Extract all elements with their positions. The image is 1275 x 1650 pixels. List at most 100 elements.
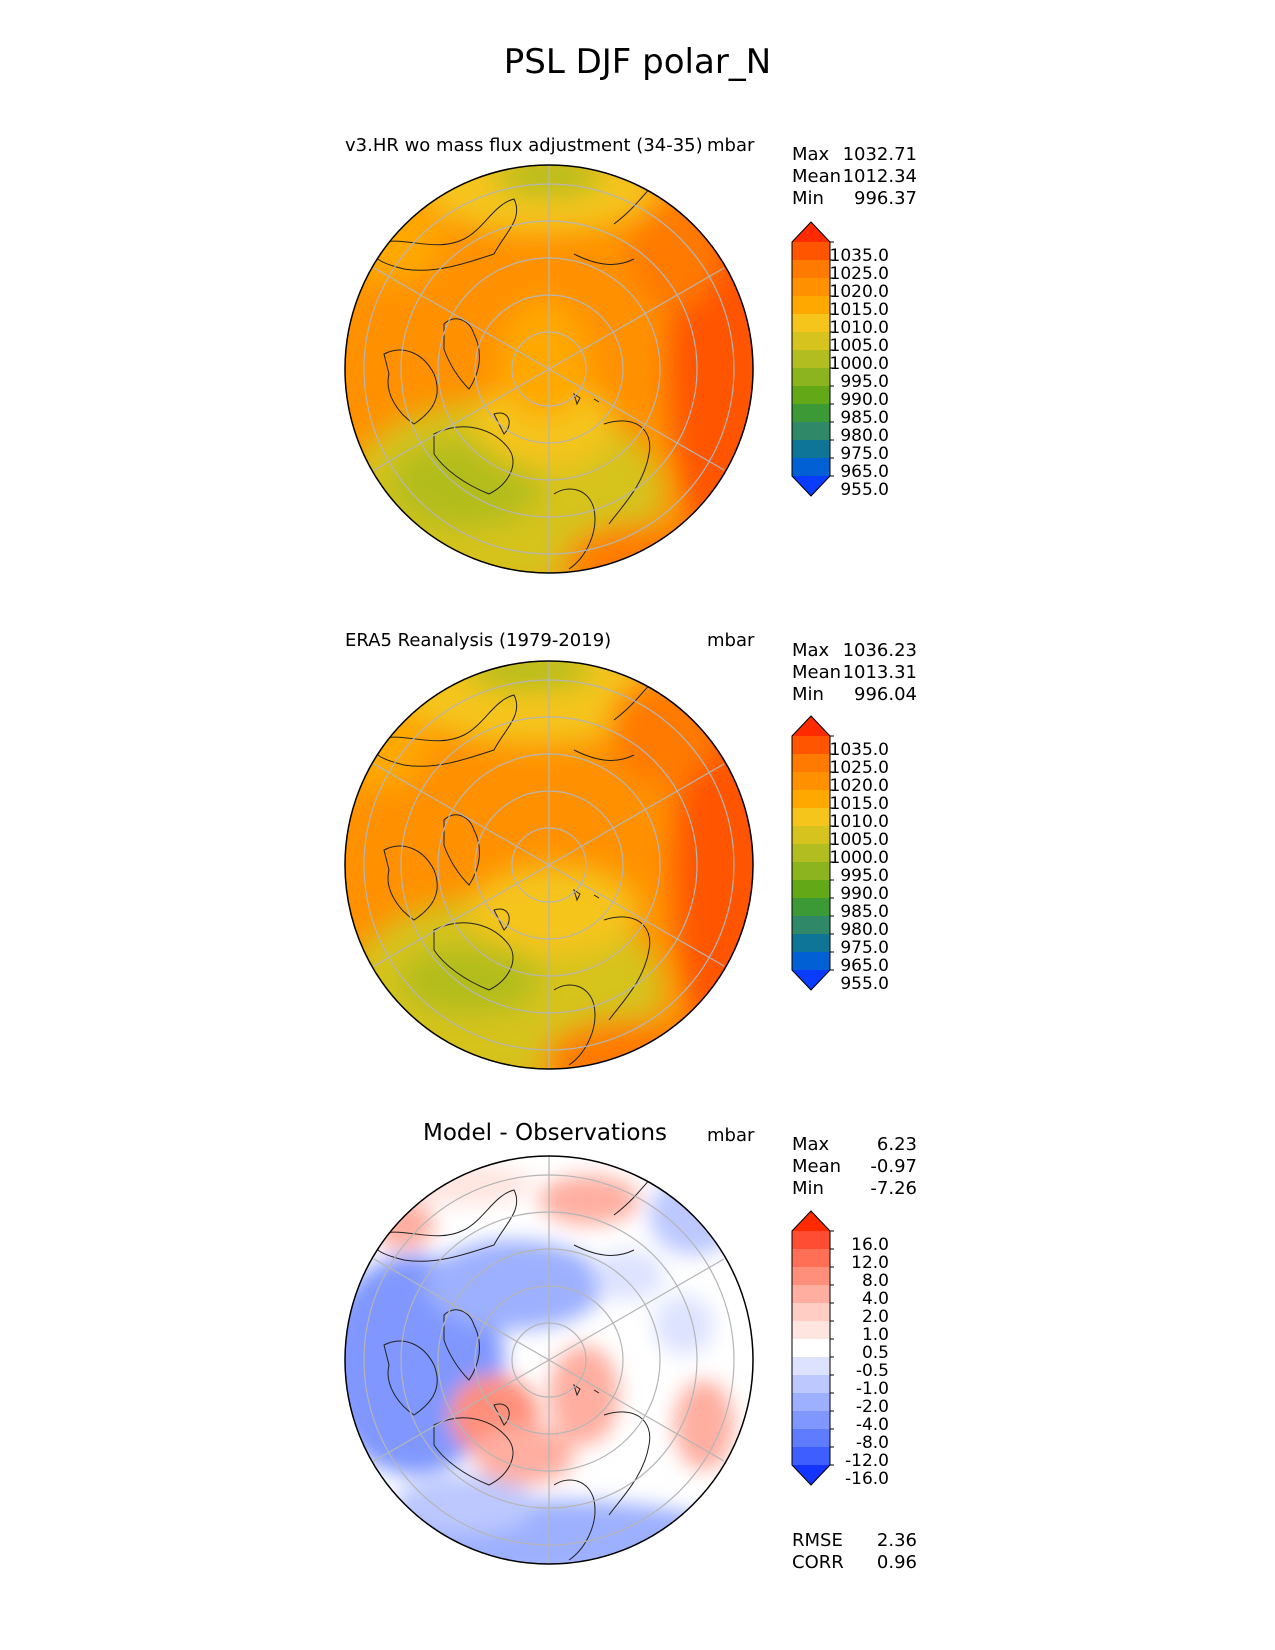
colorbar-swatch <box>792 296 830 315</box>
field-region <box>394 1165 534 1205</box>
stat-value: 6.23 <box>876 1134 917 1155</box>
field-region <box>474 379 614 469</box>
stat-value: 1032.71 <box>842 144 917 165</box>
panel-units: mbar <box>707 630 755 651</box>
map-boundary <box>344 1155 754 1565</box>
colorbar-swatch <box>792 1447 830 1466</box>
field-region <box>424 1240 604 1330</box>
colorbar-tick-label: -12.0 <box>845 1451 889 1471</box>
field-region <box>469 865 639 955</box>
panel-title: Model - Observations <box>423 1120 668 1146</box>
colorbar-swatch <box>792 1375 830 1394</box>
colorbar-tick-label: -8.0 <box>855 1433 889 1453</box>
field-region <box>389 439 539 529</box>
panel-units: mbar <box>707 135 755 156</box>
stat-label: Mean <box>792 662 842 683</box>
colorbar-swatch <box>792 1411 830 1430</box>
colorbar-swatch <box>792 1231 830 1250</box>
colorbar-tick-label: 955.0 <box>840 974 889 994</box>
colorbar-swatch <box>792 826 830 845</box>
colorbar-swatch <box>792 1249 830 1268</box>
colorbar-swatch <box>792 332 830 351</box>
stat-value: -7.26 <box>870 1178 917 1199</box>
colorbar-tick-label: 1020.0 <box>829 282 889 302</box>
colorbar-tick-label: 990.0 <box>840 390 889 410</box>
colorbar-tick-label: 990.0 <box>840 884 889 904</box>
colorbar-swatch <box>792 862 830 881</box>
colorbar-tick-label: 1025.0 <box>829 264 889 284</box>
stat-value: 996.04 <box>854 684 917 705</box>
colorbar-tick-label: 965.0 <box>840 956 889 976</box>
colorbar-swatch <box>792 404 830 423</box>
colorbar-swatch <box>792 314 830 333</box>
stat-value: -0.97 <box>870 1156 917 1177</box>
colorbar-tick-label: 1005.0 <box>829 336 889 356</box>
colorbar-tick-label: 4.0 <box>861 1289 889 1309</box>
colorbar-tick-label: 1015.0 <box>829 300 889 320</box>
colorbar-tick-label: 12.0 <box>851 1253 889 1273</box>
colorbar-swatch <box>792 1321 830 1340</box>
colorbar-swatch <box>792 916 830 935</box>
field-region <box>474 1425 574 1485</box>
stat-value: 1013.31 <box>842 662 917 683</box>
colorbar-swatch <box>792 1339 830 1358</box>
colorbar-tick-label: 995.0 <box>840 372 889 392</box>
field-region <box>654 1295 714 1355</box>
field-region <box>674 1380 734 1470</box>
map-boundary <box>344 164 754 574</box>
colorbar-swatch <box>792 1285 830 1304</box>
polar-map-reference <box>344 660 754 1070</box>
field-region <box>674 680 753 1060</box>
colorbar-tick-label: 1010.0 <box>829 318 889 338</box>
colorbar-tick-label: 1035.0 <box>829 740 889 760</box>
colorbar-swatch <box>792 898 830 917</box>
polar-map-test <box>344 164 754 574</box>
colorbar-tick-label: 1015.0 <box>829 794 889 814</box>
panel-stats: Max 6.23 Mean -0.97 Min -7.26 <box>792 1134 917 1200</box>
colorbar-tick-label: 985.0 <box>840 408 889 428</box>
colorbar-extend-max <box>792 1211 830 1231</box>
colorbar-tick-label: 2.0 <box>861 1307 889 1327</box>
field-region <box>649 1175 739 1255</box>
panel-metrics: RMSE 2.36 CORR 0.96 <box>792 1530 917 1574</box>
colorbar-tick-label: -16.0 <box>845 1469 889 1489</box>
metric-value: 0.96 <box>876 1552 917 1573</box>
colorbar-tick-label: -1.0 <box>855 1379 889 1399</box>
colorbar-swatch <box>792 1303 830 1322</box>
stat-label: Max <box>792 144 830 165</box>
colorbar-swatch <box>792 1267 830 1286</box>
stat-value: 1036.23 <box>842 640 917 661</box>
figure-title: PSL DJF polar_N <box>503 42 772 82</box>
colorbar-tick-label: 1000.0 <box>829 848 889 868</box>
colorbar-swatch <box>792 422 830 441</box>
colorbar-swatch <box>792 736 830 755</box>
colorbar-extend-min <box>792 1465 830 1485</box>
stat-label: Min <box>792 1178 824 1199</box>
stat-label: Min <box>792 188 824 209</box>
colorbar-tick-label: 1.0 <box>861 1325 889 1345</box>
colorbar-tick-label: 965.0 <box>840 462 889 482</box>
graticule <box>363 1156 735 1564</box>
colorbar-tick-label: 980.0 <box>840 426 889 446</box>
colorbar-tick-label: 975.0 <box>840 938 889 958</box>
panel-title: ERA5 Reanalysis (1979-2019) <box>345 630 612 651</box>
colorbar-swatch <box>792 260 830 279</box>
colorbar-tick-label: -0.5 <box>855 1361 889 1381</box>
colorbar-labels: 1035.0 1025.0 1020.0 1015.0 1010.0 1005.… <box>823 741 889 993</box>
colorbar-swatch <box>792 844 830 863</box>
colorbar <box>791 1210 834 1486</box>
stat-label: Mean <box>792 166 842 187</box>
colorbar-swatch <box>792 368 830 387</box>
colorbar-tick-label: 1025.0 <box>829 758 889 778</box>
colorbar <box>791 715 834 991</box>
colorbar-swatch <box>792 790 830 809</box>
colorbar-tick-label: -2.0 <box>855 1397 889 1417</box>
colorbar-tick-label: 995.0 <box>840 866 889 886</box>
metric-value: 2.36 <box>876 1530 917 1551</box>
colorbar-swatch <box>792 772 830 791</box>
stat-value: 1012.34 <box>842 166 917 187</box>
colorbar-tick-label: 8.0 <box>861 1271 889 1291</box>
colorbar-swatch <box>792 350 830 369</box>
metric-label: CORR <box>792 1552 844 1573</box>
colorbar-swatch <box>792 754 830 773</box>
